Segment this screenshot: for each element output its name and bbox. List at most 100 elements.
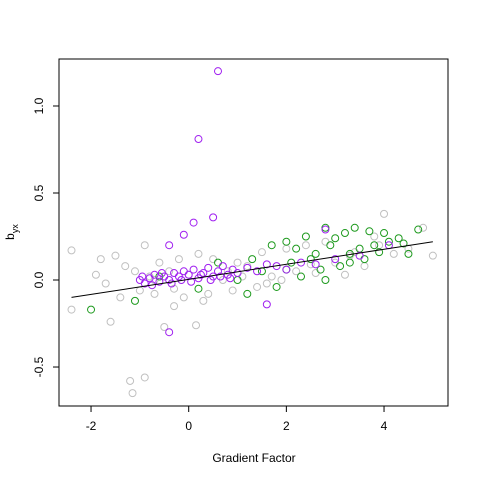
point — [394, 234, 403, 243]
point — [253, 282, 262, 291]
point — [170, 269, 179, 278]
point — [67, 246, 76, 255]
point — [311, 269, 320, 278]
point — [91, 270, 100, 279]
point — [189, 265, 198, 274]
point — [297, 272, 306, 281]
point — [140, 279, 149, 288]
point — [340, 270, 349, 279]
point — [355, 244, 364, 253]
point — [116, 293, 125, 302]
point — [204, 289, 213, 298]
point — [135, 286, 144, 295]
point — [375, 248, 384, 257]
point — [262, 300, 271, 309]
point — [311, 260, 320, 269]
point — [194, 284, 203, 293]
point — [199, 269, 208, 278]
point — [165, 328, 174, 337]
point — [233, 269, 242, 278]
point — [167, 279, 176, 288]
point — [165, 267, 174, 276]
point — [160, 322, 169, 331]
point — [226, 274, 235, 283]
x-tick-label: 2 — [283, 419, 290, 433]
point — [170, 302, 179, 311]
point — [96, 255, 105, 264]
point — [360, 255, 369, 264]
x-axis-label: Gradient Factor — [212, 451, 295, 465]
point — [257, 248, 266, 257]
point — [360, 262, 369, 271]
point — [194, 249, 203, 258]
point — [184, 270, 193, 279]
point — [111, 251, 120, 260]
point — [138, 272, 147, 281]
point — [155, 277, 164, 286]
point — [196, 270, 205, 279]
point — [165, 241, 174, 250]
point — [301, 232, 310, 241]
point — [179, 230, 188, 239]
x-tick-label: 0 — [185, 419, 192, 433]
point — [228, 286, 237, 295]
fit-line — [71, 241, 433, 298]
y-tick-label: -0.5 — [32, 356, 46, 377]
point — [150, 289, 159, 298]
point — [218, 262, 227, 271]
point — [321, 225, 330, 234]
y-axis-label-subscript: yx — [10, 224, 20, 234]
point — [306, 255, 315, 264]
point — [170, 284, 179, 293]
point — [213, 258, 222, 267]
point — [389, 249, 398, 258]
point — [209, 255, 218, 264]
x-tick-label: 4 — [381, 419, 388, 433]
point — [179, 293, 188, 302]
point — [404, 249, 413, 258]
point — [253, 267, 262, 276]
point — [262, 279, 271, 288]
point — [233, 258, 242, 267]
point — [287, 258, 296, 267]
point — [428, 251, 437, 260]
point — [126, 376, 135, 385]
point — [272, 282, 281, 291]
point — [101, 279, 110, 288]
point — [350, 223, 359, 232]
point — [140, 373, 149, 382]
point — [128, 389, 137, 398]
point — [262, 260, 271, 269]
point — [87, 305, 96, 314]
point — [223, 267, 232, 276]
point — [209, 213, 218, 222]
point — [370, 232, 379, 241]
point — [187, 277, 196, 286]
point — [233, 276, 242, 285]
point — [267, 241, 276, 250]
point — [204, 263, 213, 272]
point — [321, 237, 330, 246]
point — [331, 234, 340, 243]
point — [282, 244, 291, 253]
point — [277, 276, 286, 285]
point — [399, 239, 408, 248]
y-tick-label: 0.0 — [32, 271, 46, 288]
point — [248, 255, 257, 264]
point — [380, 229, 389, 238]
y-tick-label: 1.0 — [32, 97, 46, 114]
point — [106, 317, 115, 326]
point — [301, 241, 310, 250]
x-tick-label: -2 — [86, 419, 97, 433]
plot-frame — [58, 58, 449, 407]
point — [345, 258, 354, 267]
point — [130, 296, 139, 305]
point — [216, 272, 225, 281]
point — [311, 249, 320, 258]
point — [194, 135, 203, 144]
point — [365, 227, 374, 236]
point — [282, 265, 291, 274]
point — [316, 265, 325, 274]
point — [340, 229, 349, 238]
